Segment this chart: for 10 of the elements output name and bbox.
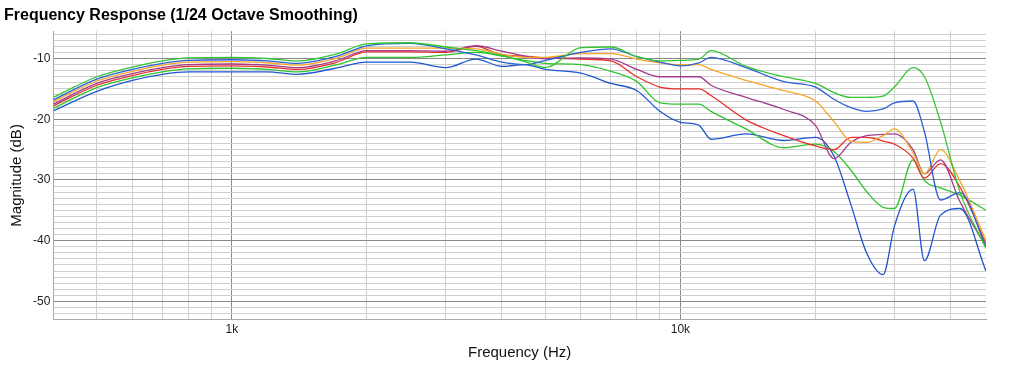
- x-tick-label: 10k: [670, 322, 692, 337]
- y-tick-label: -40: [33, 232, 51, 247]
- y-tick-label: -20: [33, 111, 51, 126]
- y-axis-title: Magnitude (dB): [7, 124, 25, 227]
- y-tick-label: -50: [33, 293, 51, 308]
- y-tick-label: -30: [33, 172, 51, 187]
- y-tick-label: -10: [33, 50, 51, 65]
- x-axis-title: Frequency (Hz): [467, 343, 572, 361]
- chart-title: Frequency Response (1/24 Octave Smoothing): [4, 6, 358, 24]
- x-tick-label: 1k: [225, 322, 240, 337]
